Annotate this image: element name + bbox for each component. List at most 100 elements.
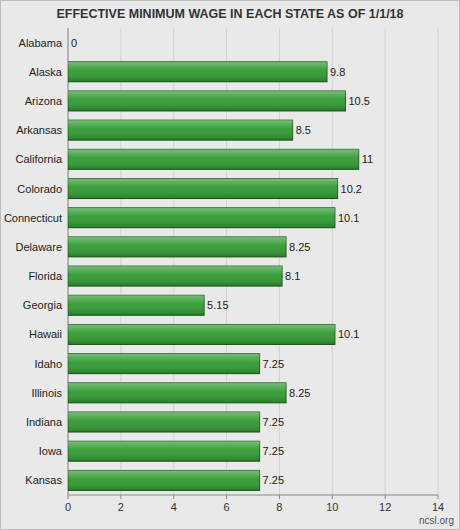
bar-group [68, 208, 335, 228]
category-label: Alaska [29, 66, 63, 78]
tick-label: 6 [224, 501, 230, 513]
bar [68, 383, 286, 403]
bar-group [68, 412, 260, 432]
tick-mark [279, 495, 280, 499]
data-label: 11 [362, 153, 373, 165]
data-label: 7.25 [263, 358, 284, 370]
tick-label: 4 [171, 501, 177, 513]
background [1, 1, 460, 530]
data-label: 7.25 [263, 445, 284, 457]
category-label: Illinois [31, 387, 62, 399]
bar-group [68, 62, 327, 82]
bar-shade [68, 412, 260, 432]
bar [68, 412, 260, 432]
source-note: ncsl.org [419, 515, 454, 526]
bar-group [68, 179, 338, 199]
grid-line [438, 28, 439, 495]
data-label: 8.25 [289, 387, 310, 399]
tick-mark [332, 495, 333, 499]
bar [68, 324, 335, 344]
data-label: 8.1 [285, 270, 300, 282]
data-label: 9.8 [330, 66, 345, 78]
tick-mark [68, 495, 69, 499]
bar [68, 33, 69, 53]
chart-svg: EFFECTIVE MINIMUM WAGE IN EACH STATE AS … [0, 0, 460, 530]
bar-shade [68, 266, 282, 286]
bar-shade [68, 149, 359, 169]
bar-group [68, 237, 286, 257]
bar [68, 354, 260, 374]
bar-group [68, 91, 346, 111]
bar-shade [68, 441, 260, 461]
tick-label: 2 [118, 501, 124, 513]
category-label: Connecticut [4, 212, 62, 224]
bar-shade [68, 179, 338, 199]
data-label: 7.25 [263, 416, 284, 428]
x-axis [68, 495, 438, 496]
data-label: 8.5 [296, 124, 311, 136]
bar-group [68, 354, 260, 374]
grid-line [385, 28, 386, 495]
category-label: Florida [28, 270, 63, 282]
category-label: Arizona [25, 95, 63, 107]
bars [68, 62, 359, 491]
tick-label: 0 [65, 501, 71, 513]
bar-shade [68, 295, 204, 315]
category-label: Kansas [25, 474, 62, 486]
data-label: 7.25 [263, 474, 284, 486]
category-label: Iowa [39, 445, 63, 457]
title: EFFECTIVE MINIMUM WAGE IN EACH STATE AS … [56, 7, 403, 21]
bar-group [68, 324, 335, 344]
bar-shade [68, 91, 346, 111]
category-label: Hawaii [29, 328, 62, 340]
bar-group [68, 470, 260, 490]
tick-label: 10 [326, 501, 338, 513]
bar-group [68, 120, 293, 140]
bar [68, 149, 359, 169]
bar [68, 179, 338, 199]
bar [68, 470, 260, 490]
bar [68, 120, 293, 140]
category-label: California [16, 153, 63, 165]
category-label: Idaho [34, 358, 62, 370]
tick-mark [438, 495, 439, 499]
data-label: 10.1 [338, 328, 359, 340]
tick-label: 14 [432, 501, 444, 513]
category-label: Georgia [23, 299, 63, 311]
category-label: Indiana [26, 416, 63, 428]
bar [68, 91, 346, 111]
category-label: Alabama [19, 37, 63, 49]
bar [68, 441, 260, 461]
tick-mark [120, 495, 121, 499]
category-label: Delaware [16, 241, 62, 253]
data-label: 8.25 [289, 241, 310, 253]
tick-mark [385, 495, 386, 499]
bar-group [68, 441, 260, 461]
bar-shade [68, 62, 327, 82]
bar [68, 266, 282, 286]
bar-shade [68, 237, 286, 257]
bar-shade [68, 208, 335, 228]
bar [68, 237, 286, 257]
tick-mark [173, 495, 174, 499]
category-label: Colorado [17, 183, 62, 195]
bar [68, 208, 335, 228]
bar-group [68, 383, 286, 403]
bar-group [68, 266, 282, 286]
data-label: 10.2 [341, 183, 362, 195]
category-label: Arkansas [16, 124, 62, 136]
grid [68, 28, 438, 499]
bar [68, 62, 327, 82]
tick-label: 12 [379, 501, 391, 513]
bar-shade [68, 470, 260, 490]
bar-group [68, 149, 359, 169]
tick-label: 8 [276, 501, 282, 513]
data-label: 0 [71, 37, 77, 49]
data-label: 5.15 [207, 299, 228, 311]
bar [68, 295, 204, 315]
bar-shade [68, 383, 286, 403]
data-label: 10.5 [349, 95, 370, 107]
bar-shade [68, 324, 335, 344]
bar-group [68, 295, 204, 315]
bar-shade [68, 120, 293, 140]
